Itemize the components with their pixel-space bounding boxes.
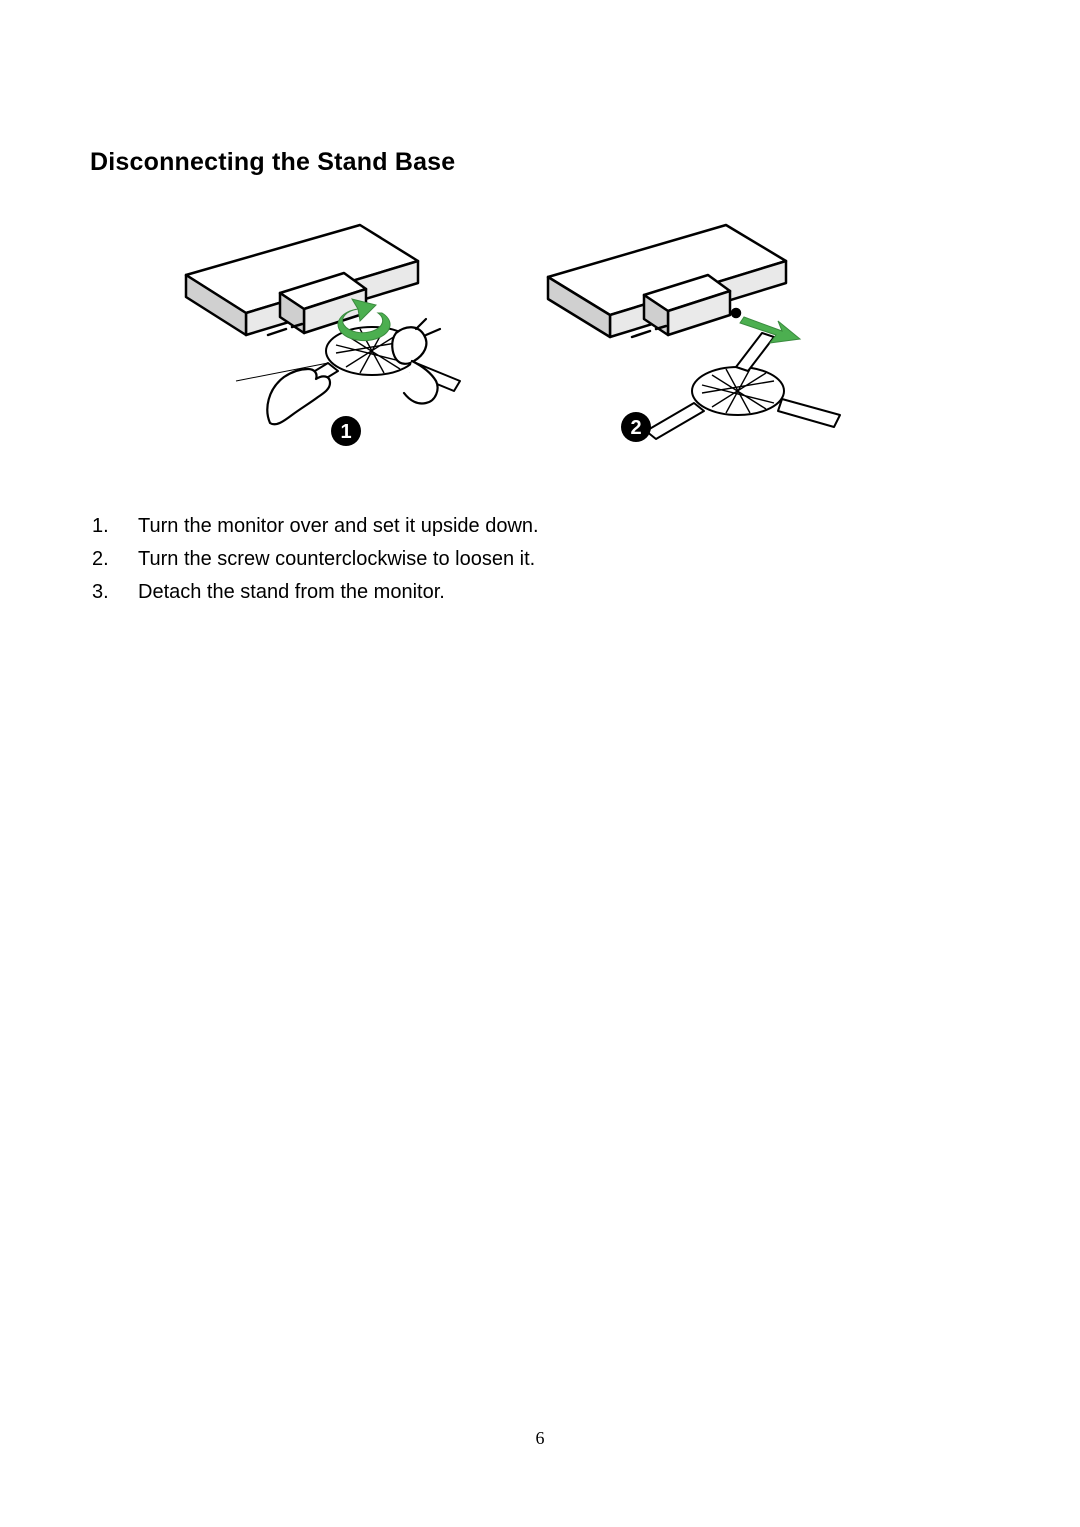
figure-1-illustration: 1 (160, 213, 470, 463)
figure-2-illustration: 2 (530, 213, 860, 463)
section-heading: Disconnecting the Stand Base (90, 148, 990, 177)
step-text: Turn the screw counterclockwise to loose… (138, 544, 535, 575)
step-text: Turn the monitor over and set it upside … (138, 511, 539, 542)
figure-row: 1 (160, 213, 990, 463)
figure-2-badge-text: 2 (630, 417, 641, 439)
instruction-step: 2. Turn the screw counterclockwise to lo… (92, 544, 990, 575)
figure-1-badge-text: 1 (340, 421, 351, 443)
instruction-step: 1. Turn the monitor over and set it upsi… (92, 511, 990, 542)
page-number: 6 (0, 1428, 1080, 1449)
figure-2: 2 (530, 213, 860, 463)
document-page: Disconnecting the Stand Base (0, 0, 1080, 1527)
instruction-step: 3. Detach the stand from the monitor. (92, 577, 990, 608)
step-text: Detach the stand from the monitor. (138, 577, 445, 608)
step-number: 1. (92, 511, 138, 542)
figure-1: 1 (160, 213, 470, 463)
step-number: 2. (92, 544, 138, 575)
step-number: 3. (92, 577, 138, 608)
instruction-list: 1. Turn the monitor over and set it upsi… (92, 511, 990, 608)
